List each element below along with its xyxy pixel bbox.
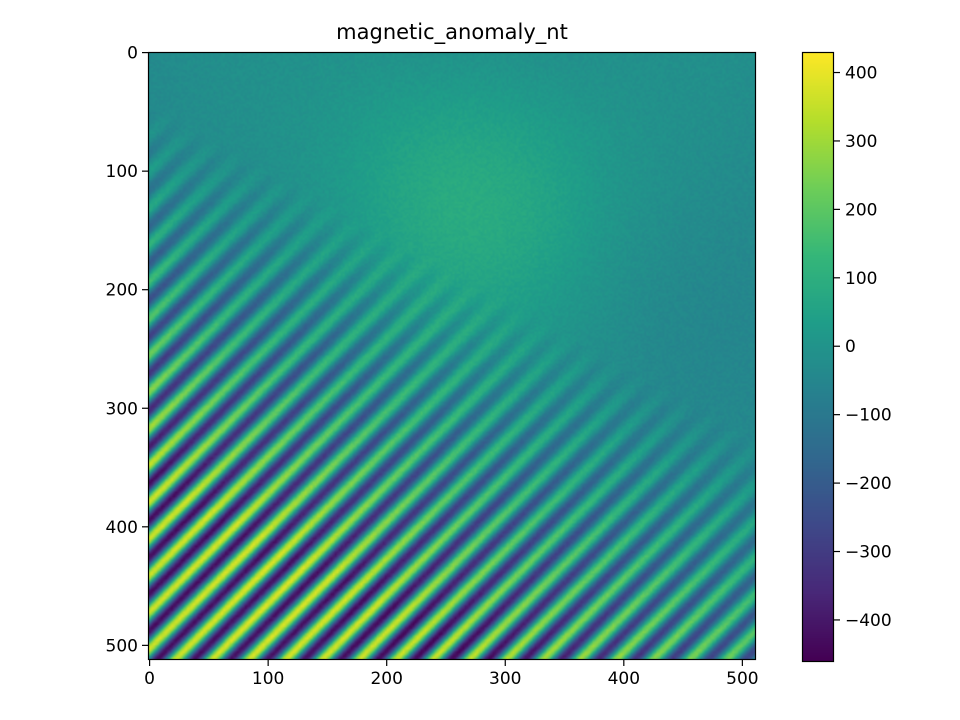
x-tick-label: 400 (608, 669, 640, 689)
x-tick-label: 500 (726, 669, 758, 689)
heatmap-image (149, 52, 756, 659)
y-tick-label: 200 (106, 281, 138, 301)
colorbar-axis: 400 300 200 100 0 −100 −200 −300 −400 (833, 64, 892, 631)
chart-title: magnetic_anomaly_nt (336, 20, 568, 45)
colorbar: 400 300 200 100 0 −100 −200 −300 −400 (801, 51, 892, 663)
x-axis: 0 100 200 300 400 500 (144, 659, 759, 689)
colorbar-tick-label: −200 (845, 474, 892, 494)
y-tick-label: 400 (106, 518, 138, 538)
colorbar-tick-label: 300 (845, 132, 877, 152)
colorbar-tick-label: −300 (845, 543, 892, 563)
colorbar-tick-label: −100 (845, 406, 892, 426)
x-tick-label: 100 (252, 669, 284, 689)
colorbar-gradient (802, 52, 833, 661)
y-tick-label: 300 (106, 399, 138, 419)
colorbar-tick-label: 100 (845, 269, 877, 289)
y-tick-label: 500 (106, 636, 138, 656)
y-tick-label: 100 (106, 162, 138, 182)
colorbar-tick-label: −400 (845, 611, 892, 631)
colorbar-tick-label: 200 (845, 200, 877, 220)
x-tick-label: 200 (370, 669, 402, 689)
colorbar-tick-label: 0 (845, 337, 856, 357)
colorbar-tick-label: 400 (845, 64, 877, 84)
plot-frame (147, 51, 757, 661)
x-tick-label: 0 (144, 669, 155, 689)
colorbar-frame (801, 51, 835, 663)
heatmap-canvas (149, 52, 756, 659)
x-tick-label: 300 (489, 669, 521, 689)
y-axis: 0 100 200 300 400 500 (106, 44, 149, 656)
y-tick-label: 0 (127, 44, 138, 64)
